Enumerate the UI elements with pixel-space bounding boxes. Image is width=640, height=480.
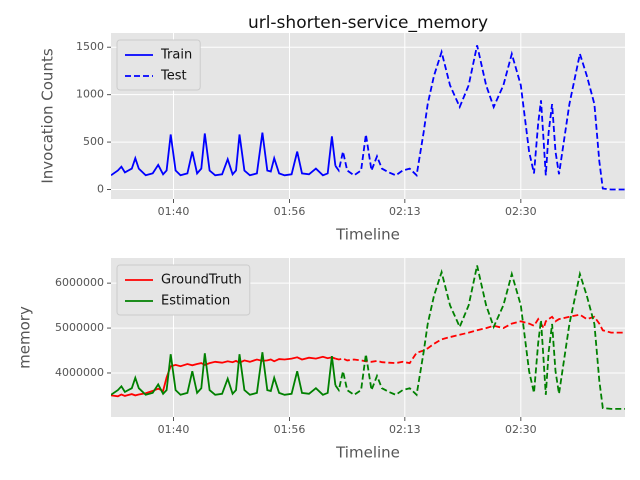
y-tick-label: 0: [97, 183, 104, 196]
x-tick-label: 02:30: [505, 205, 537, 218]
x-tick-label: 02:13: [389, 423, 421, 436]
y-tick-label: 500: [83, 135, 104, 148]
x-axis-label: Timeline: [335, 444, 400, 462]
series-line: [335, 313, 625, 365]
x-tick-label: 01:56: [274, 205, 306, 218]
x-axis-label: Timeline: [335, 226, 400, 244]
x-tick-label: 01:56: [274, 423, 306, 436]
y-tick-label: 1000: [76, 88, 104, 101]
legend-box: [116, 264, 251, 316]
legend-box: [116, 39, 201, 91]
y-tick-label: 1500: [76, 40, 104, 53]
y-tick-label: 6000000: [55, 276, 104, 289]
series-line: [111, 352, 337, 396]
y-axis-label: memory: [16, 306, 34, 369]
chart-title: url-shorten-service_memory: [248, 13, 488, 33]
x-tick-label: 01:40: [158, 205, 190, 218]
legend-label: Test: [160, 69, 187, 84]
y-tick-label: 4000000: [55, 366, 104, 379]
series-line: [334, 265, 625, 410]
x-tick-label: 01:40: [158, 423, 190, 436]
legend-label: GroundTruth: [161, 273, 242, 288]
x-tick-label: 02:13: [389, 205, 421, 218]
legend-label: Train: [160, 48, 192, 63]
legend-label: Estimation: [161, 294, 230, 309]
series-line: [111, 355, 336, 398]
y-axis-label: Invocation Counts: [39, 48, 57, 183]
y-tick-label: 5000000: [55, 321, 104, 334]
series-line: [334, 45, 625, 191]
series-line: [111, 132, 337, 177]
x-tick-label: 02:30: [505, 423, 537, 436]
